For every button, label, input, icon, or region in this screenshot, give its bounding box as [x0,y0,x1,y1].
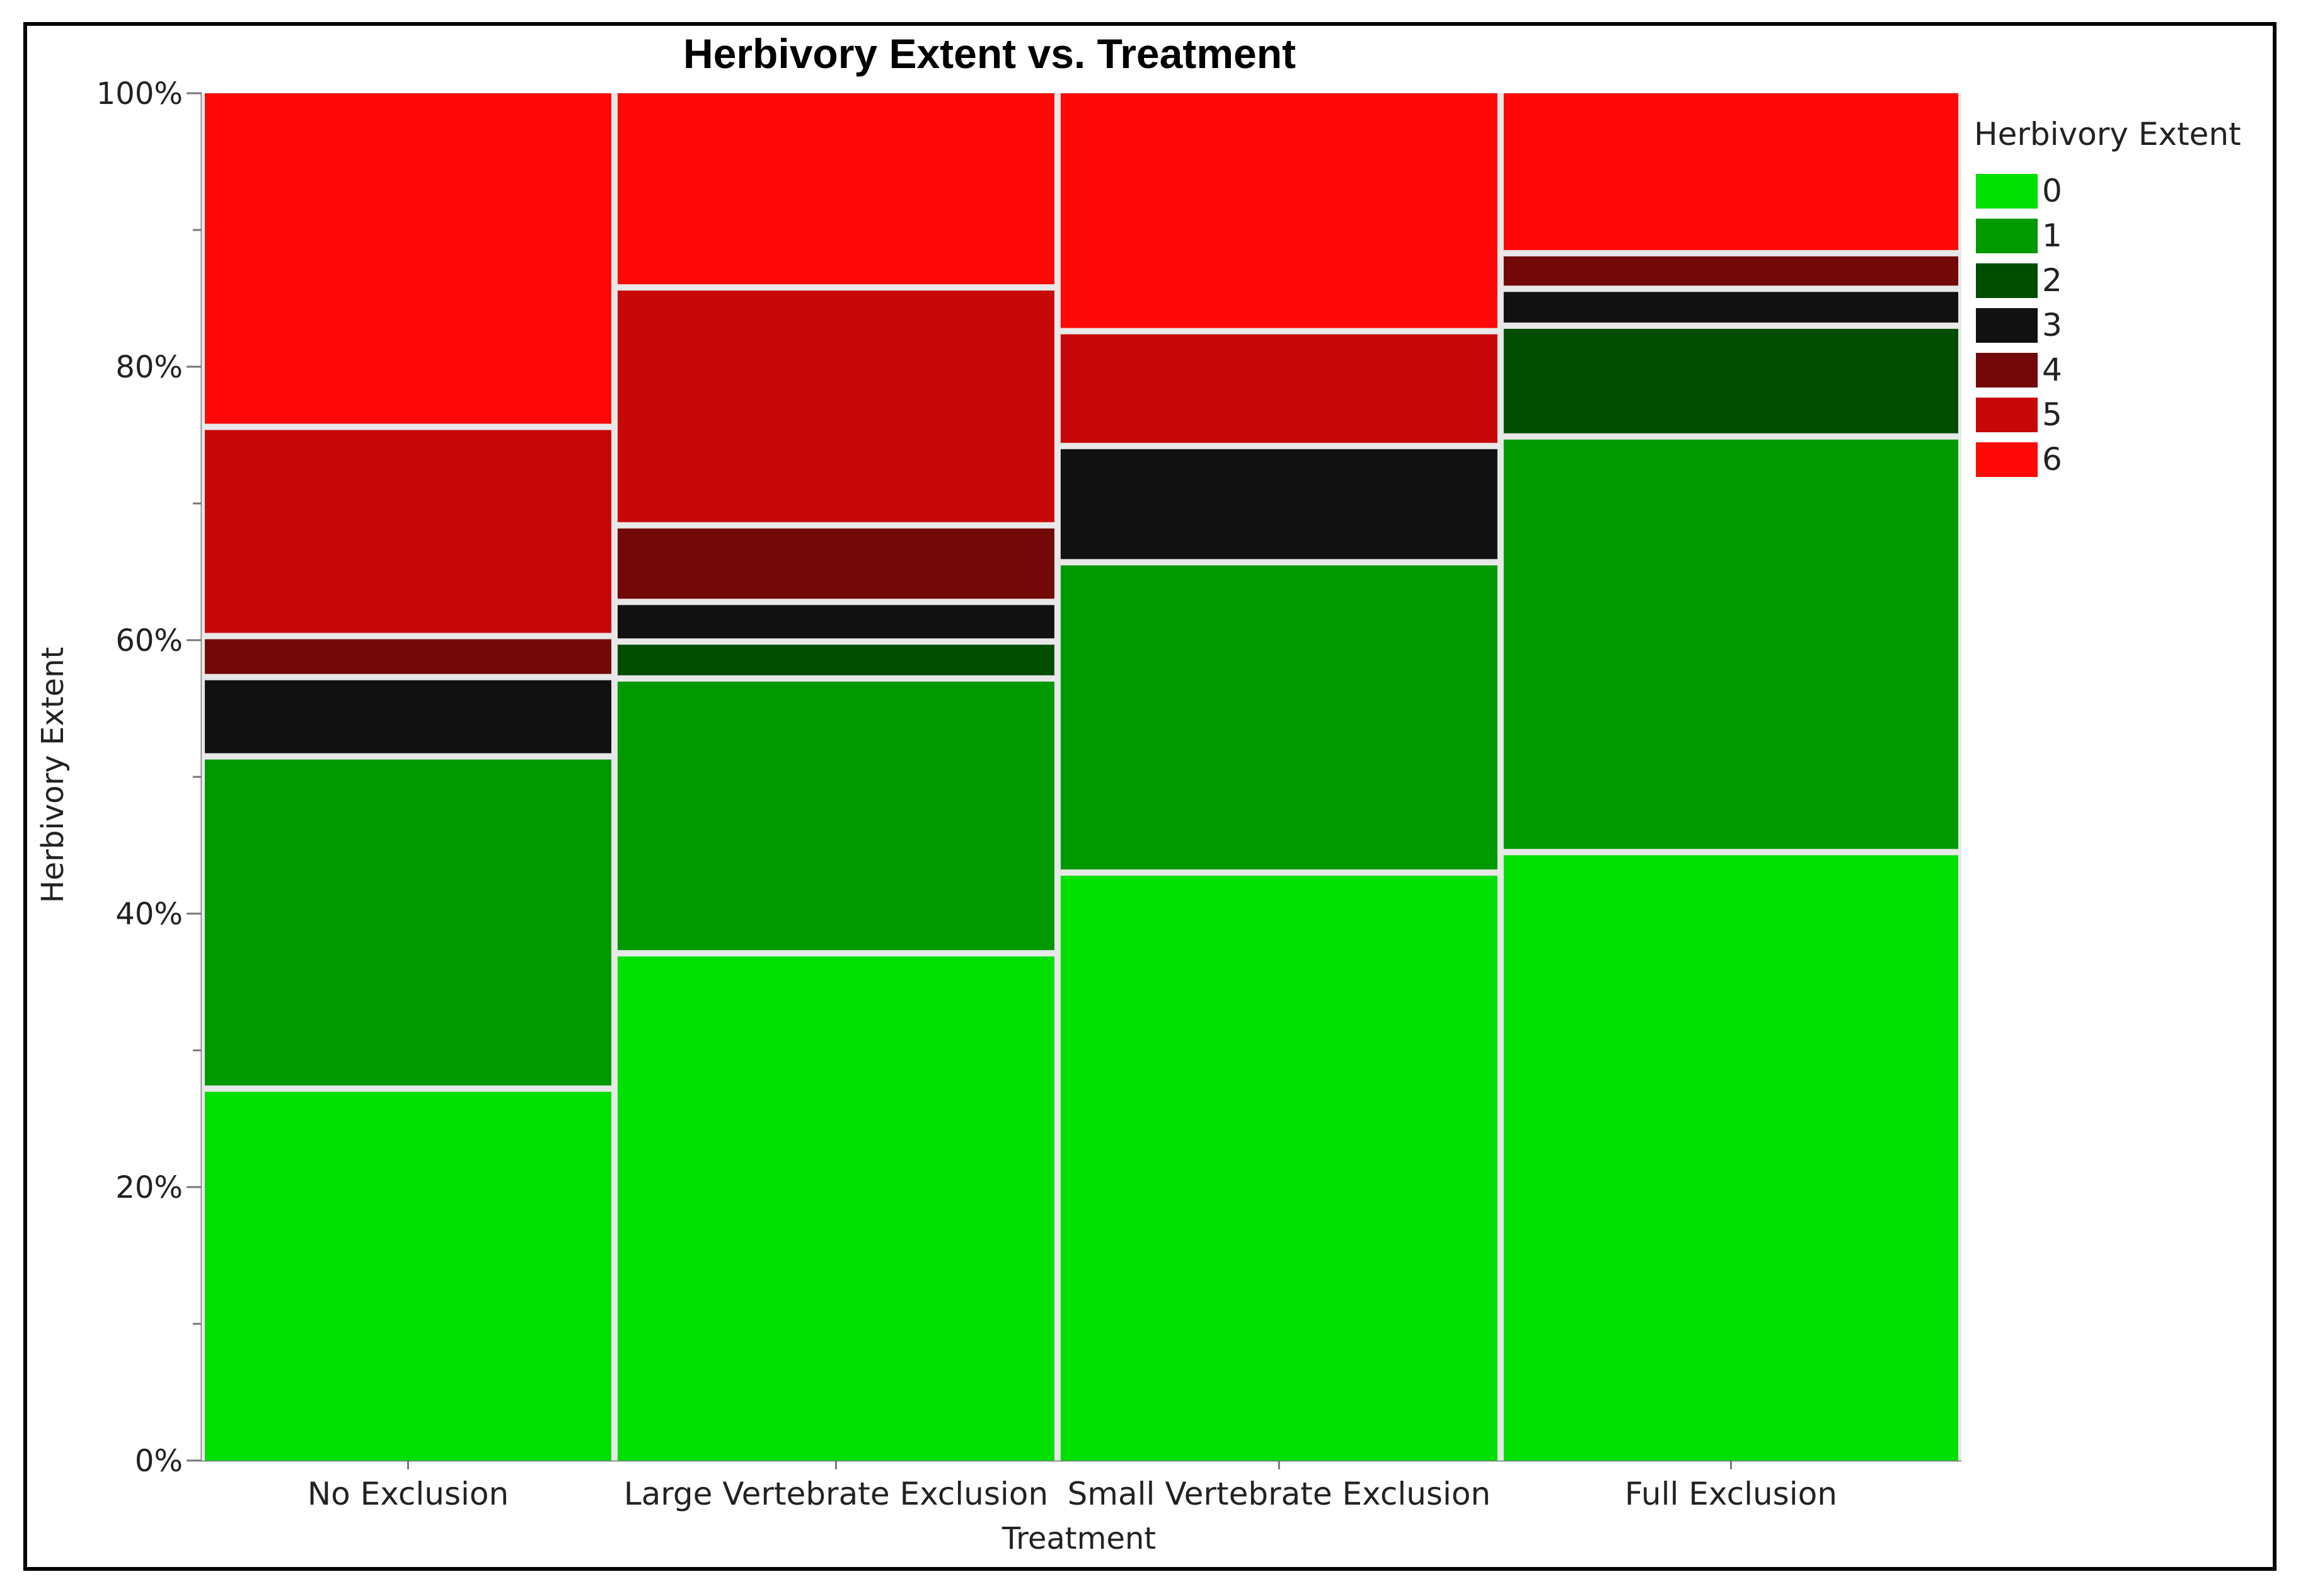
legend-label-3: 3 [2042,307,2062,343]
legend-swatch-4 [1976,353,2038,388]
tile-full-exclusion-level-6 [1503,93,1958,250]
x-tick-label-small-vertebrate-exclusion: Small Vertebrate Exclusion [1068,1476,1491,1512]
y-tick-label: 60% [115,623,183,658]
plot-area [202,93,1961,1461]
x-tick-label-large-vertebrate-exclusion: Large Vertebrate Exclusion [624,1476,1048,1512]
tile-no-exclusion-level-1 [205,759,611,1086]
y-tick-label: 0% [135,1444,183,1479]
legend-label-4: 4 [2042,352,2062,388]
legend-swatch-6 [1976,442,2038,477]
tile-large-vertebrate-exclusion-level-1 [617,681,1054,950]
chart-title: Herbivory Extent vs. Treatment [683,30,1296,77]
tile-large-vertebrate-exclusion-level-3 [617,605,1054,639]
tile-small-vertebrate-exclusion-level-6 [1060,93,1498,328]
legend-label-2: 2 [2042,262,2062,299]
tile-no-exclusion-level-5 [205,430,611,633]
tile-no-exclusion-level-6 [205,93,611,424]
y-tick-label: 100% [96,76,183,112]
tile-small-vertebrate-exclusion-level-3 [1060,449,1498,560]
tile-large-vertebrate-exclusion-level-6 [617,93,1054,285]
legend-swatch-3 [1976,308,2038,343]
tile-large-vertebrate-exclusion-level-4 [617,528,1054,599]
y-tick-label: 40% [115,897,183,932]
x-tick-label-no-exclusion: No Exclusion [308,1476,509,1512]
legend-swatch-5 [1976,398,2038,432]
tile-small-vertebrate-exclusion-level-1 [1060,565,1498,870]
tile-no-exclusion-level-4 [205,639,611,674]
tile-large-vertebrate-exclusion-level-2 [617,645,1054,675]
tile-no-exclusion-level-3 [205,680,611,754]
legend-title: Herbivory Extent [1974,116,2241,152]
legend-swatch-2 [1976,263,2038,298]
tile-full-exclusion-level-3 [1503,292,1958,323]
legend-label-0: 0 [2042,173,2062,209]
tile-full-exclusion-level-2 [1503,328,1958,433]
legend-label-1: 1 [2042,217,2062,254]
legend-label-5: 5 [2042,396,2062,433]
tile-small-vertebrate-exclusion-level-5 [1060,334,1498,443]
y-tick-label: 20% [115,1170,183,1205]
x-axis-title: Treatment [1001,1521,1156,1556]
tile-full-exclusion-level-1 [1503,439,1958,849]
tile-large-vertebrate-exclusion-level-0 [617,956,1054,1461]
tile-full-exclusion-level-4 [1503,256,1958,286]
tile-small-vertebrate-exclusion-level-0 [1060,875,1498,1461]
tile-no-exclusion-level-0 [205,1091,611,1461]
x-tick-label-full-exclusion: Full Exclusion [1625,1476,1837,1512]
legend-swatch-1 [1976,219,2038,253]
legend: 0 1 2 3 4 5 6 [1976,173,2062,478]
y-axis-title: Herbivory Extent [35,647,71,904]
legend-label-6: 6 [2042,441,2062,478]
tile-full-exclusion-level-0 [1503,855,1958,1461]
y-tick-label: 80% [115,350,183,385]
tile-large-vertebrate-exclusion-level-5 [617,290,1054,522]
legend-swatch-0 [1976,174,2038,209]
